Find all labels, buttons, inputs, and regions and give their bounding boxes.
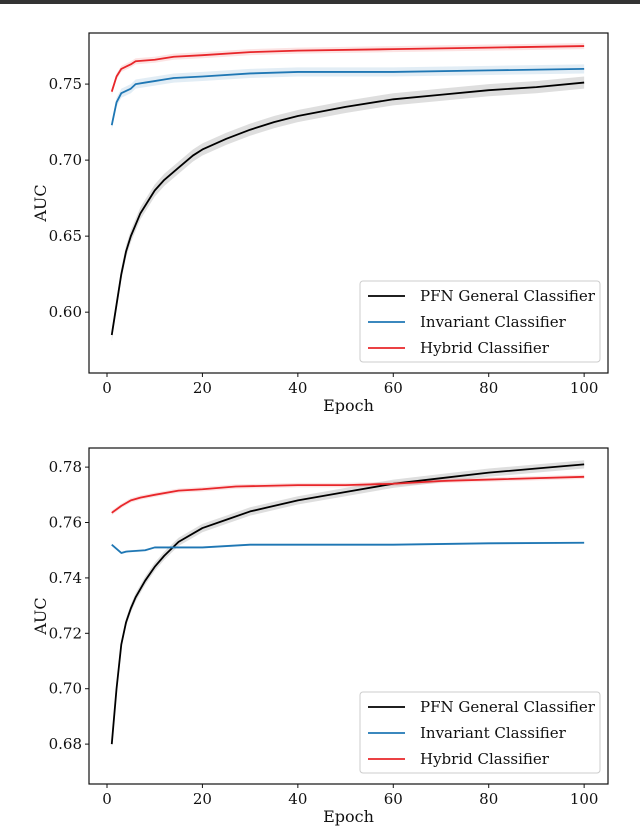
legend-label-0: PFN General Classifier <box>420 287 596 305</box>
bottom-auc-chart: 0 20 40 60 80 100 0.68 0.70 0.72 0.74 0.76 0.78 Epoc… <box>31 447 609 826</box>
y-tick-label: 0.72 <box>49 624 82 642</box>
axes-frame <box>88 447 609 785</box>
x-tick-label: 20 <box>193 790 212 808</box>
legend-label-0: PFN General Classifier <box>420 698 596 716</box>
x-tick-label: 60 <box>384 790 403 808</box>
axes-frame <box>88 32 609 374</box>
y-tick-label: 0.65 <box>49 227 82 245</box>
legend-label-1: Invariant Classifier <box>420 313 567 331</box>
y-tick-label: 0.75 <box>49 75 82 93</box>
legend: PFN General Classifier Invariant Classifi… <box>359 691 601 774</box>
y-tick-label: 0.76 <box>49 514 82 532</box>
top-border <box>0 0 640 4</box>
top-auc-chart: 0 20 40 60 80 100 0.60 0.65 0.70 0.75 Epoch AUC PFN … <box>31 32 609 414</box>
legend-label-2: Hybrid Classifier <box>420 339 550 357</box>
x-tick-label: 20 <box>193 379 212 397</box>
x-tick-label: 40 <box>288 790 307 808</box>
series-line-0 <box>110 463 585 745</box>
y-tick-label: 0.78 <box>49 458 82 476</box>
x-axis-label: Epoch <box>323 807 374 826</box>
legend-box <box>359 280 601 363</box>
y-tick-label: 0.74 <box>49 569 82 587</box>
series-line-1 <box>110 67 585 126</box>
series-line-2 <box>110 45 585 92</box>
legend-label-1: Invariant Classifier <box>420 724 567 742</box>
x-tick-label: 100 <box>570 379 599 397</box>
legend: PFN General Classifier Invariant Classifi… <box>359 280 601 363</box>
y-tick-label: 0.68 <box>49 735 82 753</box>
y-tick-label: 0.70 <box>49 151 82 169</box>
x-tick-label: 60 <box>384 379 403 397</box>
legend-box <box>359 691 601 774</box>
series-band-1 <box>111 64 585 130</box>
y-tick-label: 0.60 <box>49 303 82 321</box>
y-axis-label: AUC <box>31 184 50 222</box>
series-line-2 <box>111 475 585 514</box>
x-tick-label: 0 <box>102 379 112 397</box>
legend-label-2: Hybrid Classifier <box>420 750 550 768</box>
x-tick-label: 0 <box>102 790 112 808</box>
x-tick-label: 80 <box>479 790 498 808</box>
y-tick-label: 0.70 <box>49 680 82 698</box>
series-band-2 <box>111 43 585 95</box>
series-band-0 <box>111 76 585 342</box>
series-line-0 <box>110 81 585 336</box>
series-line-1 <box>111 541 585 554</box>
x-tick-label: 40 <box>288 379 307 397</box>
y-axis-label: AUC <box>31 597 50 635</box>
x-axis-label: Epoch <box>323 396 374 414</box>
x-tick-label: 100 <box>570 790 599 808</box>
x-tick-label: 80 <box>479 379 498 397</box>
